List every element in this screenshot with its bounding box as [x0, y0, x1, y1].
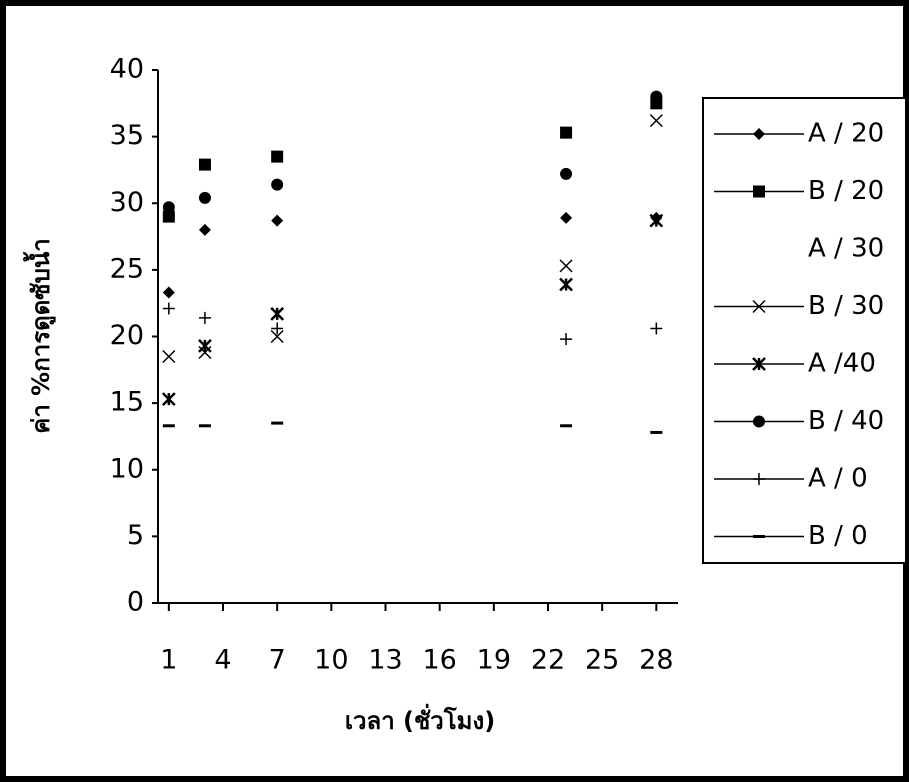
legend-label: B / 20: [808, 176, 884, 206]
y-tick-label: 40: [110, 54, 144, 85]
legend-marker: [753, 416, 765, 428]
y-axis-label: ค่า %การดูดซับน้ำ: [22, 238, 56, 433]
legend-label: A /40: [808, 349, 876, 379]
marker-square: [199, 159, 211, 171]
x-tick-label: 4: [214, 645, 231, 676]
y-tick-label: 10: [110, 453, 144, 484]
marker-circle: [199, 192, 211, 204]
legend-label: B / 40: [808, 406, 884, 436]
x-tick-label: 13: [368, 645, 402, 676]
x-tick-label: 7: [269, 645, 286, 676]
legend-label: A / 20: [808, 119, 884, 149]
x-tick-label: 16: [422, 645, 456, 676]
legend-box: [703, 98, 906, 563]
legend-label: B / 0: [808, 521, 868, 551]
marker-circle: [650, 91, 662, 103]
legend-label: A / 0: [808, 464, 868, 494]
x-tick-label: 10: [314, 645, 348, 676]
x-tick-label: 22: [531, 645, 565, 676]
y-tick-label: 20: [110, 320, 144, 351]
marker-circle: [560, 168, 572, 180]
y-tick-label: 25: [110, 253, 144, 284]
legend-label: A / 30: [808, 234, 884, 264]
page: เวลา (ชั่วโมง) ค่า %การดูดซับน้ำ 0 5 10 15 2…: [0, 0, 909, 782]
legend-label: B / 30: [808, 291, 884, 321]
x-tick-label: 19: [477, 645, 511, 676]
y-tick-label: 5: [127, 520, 144, 551]
x-tick-label: 25: [585, 645, 619, 676]
marker-square: [271, 151, 283, 163]
x-axis-label: เวลา (ชั่วโมง): [345, 703, 495, 735]
y-tick-label: 30: [110, 187, 144, 218]
x-tick-label: 28: [639, 645, 673, 676]
marker-circle: [163, 201, 175, 213]
y-tick-label: 35: [110, 120, 144, 151]
chart: เวลา (ชั่วโมง) ค่า %การดูดซับน้ำ 0 5 10 15 2…: [0, 0, 909, 782]
marker-circle: [271, 179, 283, 191]
legend-marker: [753, 186, 765, 198]
marker-square: [560, 127, 572, 139]
x-tick-label: 1: [160, 645, 177, 676]
y-tick-label: 0: [127, 587, 144, 618]
y-tick-label: 15: [110, 387, 144, 418]
